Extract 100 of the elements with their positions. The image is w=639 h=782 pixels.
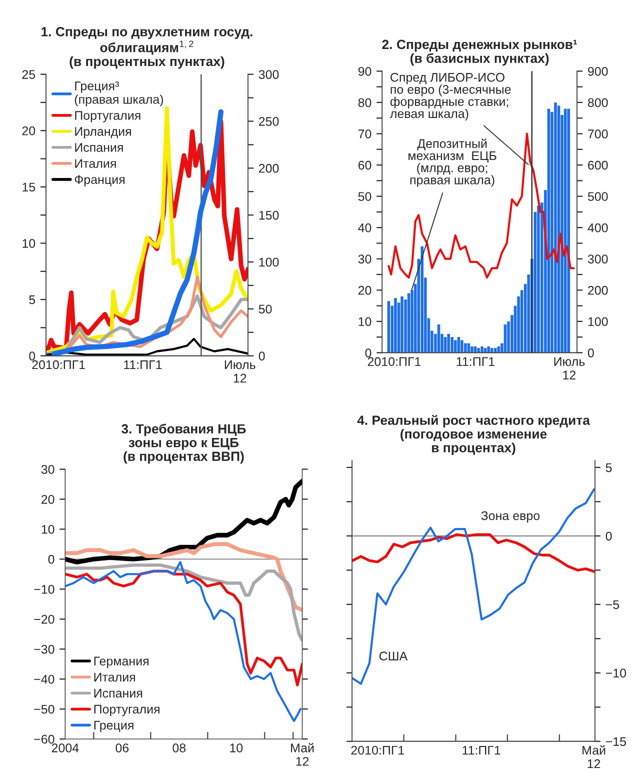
bar [420,246,424,353]
x-tick-label: 2010:ПГ1 [32,360,85,370]
x-tick-label: 10 [230,743,243,752]
bar [454,340,457,353]
y2-tick-label: 500 [588,192,608,201]
bar [457,337,460,353]
line-series [352,488,595,685]
legend-label: Италия [94,672,135,682]
y2-tick-label: 0 [588,348,594,358]
y-tick-label: −50 [34,704,54,714]
y2-tick-label: 800 [588,98,608,108]
x-tick-label: 2010:ПГ1 [368,357,421,366]
y-tick-label: −30 [34,644,54,654]
y2-tick-label: 700 [588,130,608,138]
y-tick-label: 30 [41,465,54,474]
legend-label: Ирландия [75,127,131,138]
y2-tick-label: 100 [588,317,608,326]
y-tick-label: 0 [29,352,36,360]
y-tick-label: 20 [22,126,36,136]
y2-tick-label: 150 [259,210,279,220]
y-tick-label: 15 [22,182,36,192]
y-tick-label: 25 [22,70,36,79]
y-tick-label: 60 [358,160,372,170]
y-tick-label: −60 [34,734,54,744]
y-tick-label: 10 [358,317,372,326]
y2-tick-label: 0 [258,352,265,360]
x-tick-label: 11:ПГ1 [462,746,500,755]
bar [537,206,540,353]
bar [394,298,397,353]
y-tick-label: 80 [358,98,372,108]
x-tick-label: 2004 [52,743,79,752]
x-tick-label: 11:ПГ1 [124,360,162,370]
x-tick-label: Май 12 [291,742,314,766]
annotation: Депозитный механизм ЕЦБ (млрд. евро; правая шкала) [408,138,496,187]
x-tick-label: 11:ПГ1 [456,357,494,366]
bar [480,346,484,353]
y-tick-label: 10 [22,239,36,248]
legend-label: Германия [94,656,148,668]
y2-tick-label: 5 [606,463,612,472]
y-tick-label: 30 [358,254,372,264]
bar [470,346,474,353]
bar [460,340,464,353]
chart-title: 1. Спреды по двухлетним госуд. облигациям$^{1,2}$ (в процентных пунктах) [42,27,252,69]
y-tick-label: 50 [358,192,372,201]
legend-label: Франция [74,175,124,186]
chart-title: 2. Спреды денежных рынков¹ (в базисных пунктах) [382,40,577,66]
series-label: США [379,652,408,660]
y-tick-label: 70 [358,130,372,138]
y2-tick-label: 50 [258,304,272,314]
bar [494,348,497,353]
x-tick-label: 08 [172,743,186,752]
y-tick-label: 5 [29,295,36,304]
line-series [352,533,595,573]
y2-tick-label: 600 [588,160,608,170]
legend-label: Греция [94,720,134,732]
x-tick-label: Июль 12 [554,357,585,380]
bar [477,348,480,353]
y2-tick-label: 300 [258,70,279,79]
y2-tick-label: 300 [588,254,608,264]
y2-tick-label: −15 [606,737,626,746]
legend-label: Португалия [94,704,160,716]
bar [400,296,404,353]
legend-label: Испания [75,143,123,152]
bar [447,334,450,353]
bar [450,337,454,353]
y-tick-label: 90 [358,66,372,76]
y2-tick-label: −5 [606,600,620,610]
y-tick-label: 20 [358,286,372,295]
line-series [65,563,302,642]
series-label: Зона евро [481,511,540,523]
bar [554,102,557,353]
y-tick-label: 20 [41,494,54,504]
y2-tick-label: 400 [588,223,608,232]
line-series [65,542,302,612]
x-tick-label: Июль 12 [224,360,256,382]
legend-label: Португалия [75,111,140,122]
y2-tick-label: 200 [588,286,608,295]
line-series [388,132,575,279]
y2-tick-label: 900 [588,66,608,76]
bar [567,108,570,353]
y2-tick-label: 200 [258,164,279,173]
legend-label: Испания [94,688,142,698]
legend-label: Италия [75,159,116,168]
chart-title: 4. Реальный рост частного кредита (погодовое изменение в процентах) [357,414,590,456]
line-series [65,561,302,722]
bar [464,343,467,353]
y-tick-label: 40 [358,223,372,232]
y2-tick-label: −10 [606,668,626,678]
x-tick-label: 2010:ПГ1 [351,746,404,755]
x-tick-label: Май 12 [582,745,606,768]
legend-label: Греция³ (правая шкала) [74,82,164,106]
y-tick-label: 0 [48,554,54,564]
y2-tick-label: 100 [259,258,279,267]
annotation: Спред ЛИБОР-ИСО по евро (3-месячные форвардные ставки; левая шкала) [390,72,511,121]
y-tick-label: −40 [34,674,54,684]
bar [490,348,494,353]
y-tick-label: −20 [34,614,54,624]
y-tick-label: 10 [42,524,54,534]
y-tick-label: −10 [34,584,54,594]
x-tick-label: 06 [116,743,129,752]
